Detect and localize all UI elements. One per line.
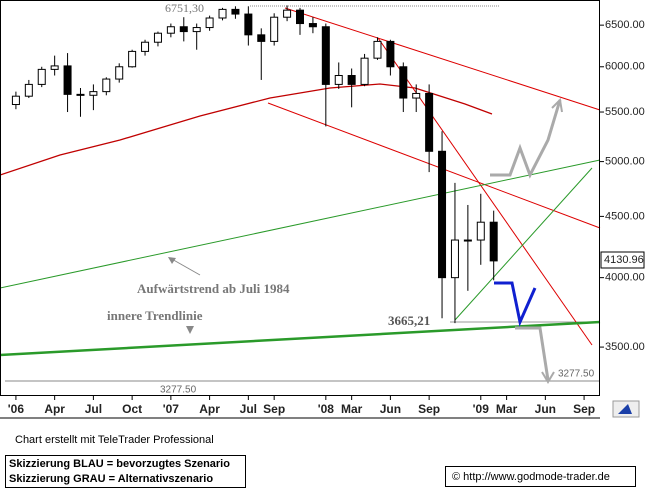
candle-body — [102, 78, 111, 93]
annotation: 3277.50 — [160, 385, 197, 396]
legend-text: Skizzierung GRAU = Alternativszenario — [9, 473, 213, 485]
candle-body — [270, 16, 279, 42]
candle-body — [450, 239, 459, 279]
credit: Chart erstellt mit TeleTrader Profession… — [15, 434, 214, 446]
candle-body — [347, 75, 356, 85]
x-tick-label: Mar — [341, 402, 363, 416]
y-tick-label: 5500.00 — [605, 106, 645, 118]
arrow-head — [168, 257, 176, 264]
candle-body — [308, 23, 317, 28]
annotation: 3665,21 — [388, 313, 430, 328]
y-tick-label: 4000.00 — [605, 272, 645, 284]
y-tick-label: 6500.00 — [605, 19, 645, 31]
candle-body — [399, 66, 408, 99]
candle-body — [37, 68, 46, 85]
annotation: innere Trendlinie — [107, 308, 203, 323]
candle-body — [50, 65, 59, 70]
candle-body — [373, 40, 382, 59]
copyright: © http://www.godmode-trader.de — [452, 471, 610, 483]
candle-body — [412, 92, 421, 99]
icon[interactable] — [618, 404, 632, 414]
candle-body — [386, 40, 395, 68]
y-tick-label: 5000.00 — [605, 156, 645, 168]
candle-body — [231, 8, 240, 15]
annotation: Aufwärtstrend ab Juli 1984 — [137, 281, 290, 296]
candles — [11, 5, 498, 324]
copyright-box — [445, 466, 636, 487]
annotation: 3277.50 — [558, 369, 595, 380]
trend-line — [454, 167, 593, 321]
arrow-head — [186, 326, 194, 334]
candle-body — [192, 27, 201, 33]
moving-average — [0, 83, 493, 176]
candle-body — [11, 95, 20, 106]
grey-sketch — [515, 326, 550, 381]
candle-body — [334, 75, 343, 85]
trend-line — [0, 159, 601, 289]
x-tick-label: '08 — [318, 402, 335, 416]
x-tick-label: Jul — [240, 402, 257, 416]
candle-body — [257, 34, 266, 42]
candle-body — [63, 65, 72, 95]
candle-body — [205, 17, 214, 29]
blue-sketch — [494, 281, 537, 327]
candle-body — [218, 8, 227, 19]
candle-body — [141, 41, 150, 52]
x-tick-label: Jul — [85, 402, 102, 416]
candle-body — [244, 13, 253, 36]
candle-body — [179, 26, 188, 33]
annotation: 6751,30 — [165, 1, 204, 15]
x-tick-label: '07 — [163, 402, 180, 416]
y-tick-label: 4500.00 — [605, 210, 645, 222]
trend-line — [0, 320, 601, 357]
plot-border — [0, 0, 600, 396]
candle-body — [476, 221, 485, 241]
y-tick-label: 6000.00 — [605, 61, 645, 73]
last-price: 4130.96 — [604, 254, 644, 266]
candle-body — [425, 92, 434, 152]
x-tick-label: Jun — [380, 402, 401, 416]
x-tick-label: Oct — [122, 402, 142, 416]
candle-body — [89, 91, 98, 96]
candle-body — [166, 26, 175, 34]
x-tick-label: Sep — [573, 402, 595, 416]
x-tick-label: Mar — [496, 402, 518, 416]
trend-line — [267, 102, 601, 229]
arrow-head — [541, 371, 555, 384]
x-tick-label: Jun — [535, 402, 556, 416]
x-tick-label: Apr — [199, 402, 220, 416]
candle-body — [283, 9, 292, 18]
candle-body — [321, 26, 330, 85]
price-tag — [600, 251, 645, 269]
candle-body — [296, 9, 304, 25]
x-tick-label: '06 — [8, 402, 25, 416]
candle-body — [489, 221, 498, 262]
pointer-arrow — [169, 257, 201, 276]
grey-sketch — [490, 99, 562, 179]
plot-area — [0, 5, 601, 384]
trend-line — [377, 37, 593, 346]
candle-body — [128, 50, 137, 68]
candle-body — [24, 83, 33, 97]
legend-text: Skizzierung BLAU = bevorzugtes Szenario — [9, 458, 230, 470]
legend-box — [5, 455, 246, 488]
candle-body — [76, 93, 85, 96]
x-tick-label: Sep — [418, 402, 440, 416]
x-tick-label: Apr — [44, 402, 65, 416]
candle-body — [153, 32, 162, 43]
candle-body — [438, 150, 447, 279]
x-tick-label: '09 — [473, 402, 490, 416]
candle-body — [115, 66, 124, 80]
x-tick-label: Sep — [263, 402, 285, 416]
arrow-head — [551, 97, 563, 113]
candle-body — [360, 57, 369, 85]
menu-icon[interactable] — [612, 400, 640, 418]
trend-line — [284, 7, 601, 111]
y-tick-label: 3500.00 — [605, 341, 645, 353]
candle-body — [463, 239, 472, 242]
